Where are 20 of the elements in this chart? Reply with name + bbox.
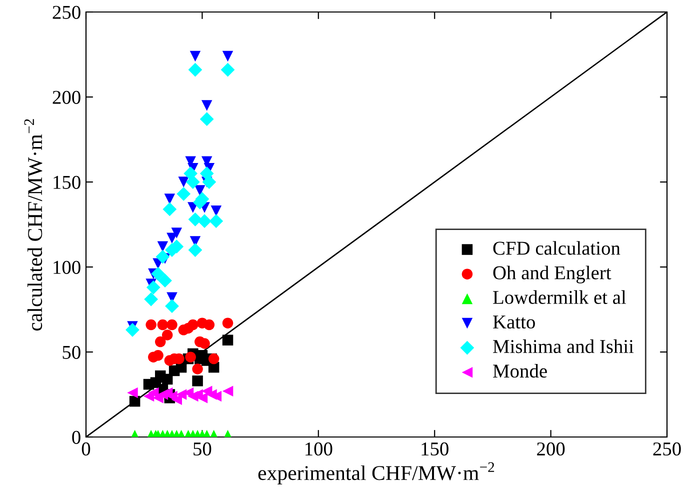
y-tick-label: 50 (62, 346, 80, 359)
x-axis-title: experimental CHF/MW·m$^{−2}$ (258, 462, 494, 484)
legend-label: Mishima and Ishii (493, 339, 634, 354)
y-axis-title: calculated CHF/MW·m$^{−2}$ (24, 119, 42, 331)
x-tick-label: 100 (306, 442, 332, 456)
y-tick-label: 200 (52, 90, 80, 104)
y-tick-label: 250 (52, 6, 80, 19)
legend-label: CFD calculation (493, 241, 620, 255)
x-tick-label: 50 (194, 442, 212, 456)
legend-label: Katto (493, 316, 535, 329)
legend-label: Oh and Englert (493, 266, 612, 284)
y-tick-label: 0 (72, 430, 80, 444)
legend-label: Monde (493, 364, 547, 378)
x-tick-label: 200 (537, 442, 565, 456)
y-tick-label: 100 (54, 260, 80, 274)
x-tick-label: 0 (82, 442, 90, 456)
y-tick-label: 150 (54, 176, 80, 189)
x-tick-label: 250 (653, 442, 681, 456)
legend-label: Lowdermilk et al (493, 290, 626, 304)
x-tick-label: 150 (422, 442, 448, 456)
